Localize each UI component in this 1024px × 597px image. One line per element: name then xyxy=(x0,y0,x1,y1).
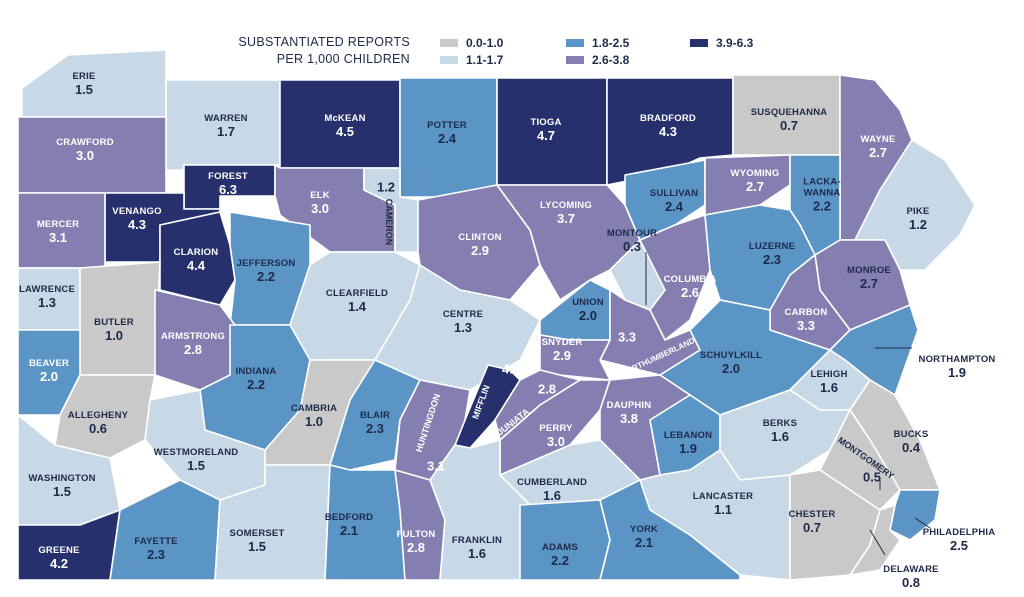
label-columbia: COLUMBIA 2.6 xyxy=(663,274,717,300)
legend-item-0: 0.0-1.0 xyxy=(440,36,503,50)
label-jefferson: JEFFERSON 2.2 xyxy=(236,258,296,284)
label-lackawanna: LACKA- WANNA 2.2 xyxy=(803,176,841,214)
label-warren: WARREN 1.7 xyxy=(204,113,248,139)
county-franklin[interactable] xyxy=(429,439,531,581)
label-lycoming: LYCOMING 3.7 xyxy=(540,200,592,226)
label-mckean: McKEAN 4.5 xyxy=(324,113,366,139)
label-dauphin: DAUPHIN 3.8 xyxy=(606,400,652,426)
legend-item-3: 2.6-3.8 xyxy=(566,53,629,67)
label-blair: BLAIR 2.3 xyxy=(359,410,391,436)
label-perry: PERRY 3.0 xyxy=(539,423,573,449)
county-lycoming[interactable] xyxy=(496,184,641,301)
label-chester: CHESTER 0.7 xyxy=(788,509,836,535)
label-somerset: SOMERSET 1.5 xyxy=(229,528,285,554)
legend-title-line1: SUBSTANTIATED REPORTS xyxy=(238,35,410,49)
label-pike: PIKE 1.2 xyxy=(906,206,930,232)
label-fayette: FAYETTE 2.3 xyxy=(134,536,178,562)
legend-title-line2: PER 1,000 CHILDREN xyxy=(276,52,410,66)
legend-swatch xyxy=(440,38,458,47)
label-juniata-value: 2.8 xyxy=(537,381,557,397)
label-venango: VENANGO 4.3 xyxy=(112,206,162,232)
label-potter: POTTER 2.4 xyxy=(427,120,467,146)
label-luzerne: LUZERNE 2.3 xyxy=(748,241,796,267)
legend-item-2: 1.8-2.5 xyxy=(566,36,629,50)
county-fayette[interactable] xyxy=(109,479,221,581)
label-mifflin-value: 4.7 xyxy=(501,361,521,377)
label-carbon: CARBON 3.3 xyxy=(784,307,828,333)
label-union: UNION 2.0 xyxy=(572,297,604,323)
label-adams: ADAMS 2.2 xyxy=(542,542,578,568)
label-beaver: BEAVER 2.0 xyxy=(28,358,70,384)
label-huntingdon-value: 3.1 xyxy=(426,458,446,474)
label-elk: ELK 3.0 xyxy=(310,190,330,216)
legend-item-4: 3.9-6.3 xyxy=(690,36,753,50)
legend-title: SUBSTANTIATED REPORTS PER 1,000 CHILDREN xyxy=(200,34,410,68)
label-lancaster: LANCASTER 1.1 xyxy=(692,491,754,517)
label-cambria: CAMBRIA 1.0 xyxy=(290,403,338,429)
county-york[interactable] xyxy=(599,479,741,581)
label-westmoreland: WESTMORELAND 1.5 xyxy=(153,447,239,473)
label-crawford: CRAWFORD 3.0 xyxy=(56,137,114,163)
label-susquehanna: SUSQUEHANNA 0.7 xyxy=(750,107,828,133)
label-allegheny: ALLEGHENY 0.6 xyxy=(67,410,129,436)
label-montour: MONTOUR 0.3 xyxy=(606,228,658,254)
label-mercer: MERCER 3.1 xyxy=(36,219,80,245)
legend-item-1: 1.1-1.7 xyxy=(440,53,503,67)
county-delaware[interactable] xyxy=(849,504,901,576)
label-forest: FOREST 6.3 xyxy=(208,171,248,197)
county-columbia[interactable] xyxy=(639,214,711,341)
label-erie: ERIE 1.5 xyxy=(72,71,96,97)
legend-swatch xyxy=(690,38,708,47)
label-northumberland-value: 3.3 xyxy=(617,329,637,345)
label-cameron-value: 1.2 xyxy=(376,179,396,195)
label-delaware: DELAWARE 0.8 xyxy=(883,564,939,590)
label-york: YORK 2.1 xyxy=(629,524,659,550)
label-snyder: SNYDER 2.9 xyxy=(541,337,583,363)
label-lehigh: LEHIGH 1.6 xyxy=(810,369,848,395)
label-monroe: MONROE 2.7 xyxy=(847,265,891,291)
label-fulton: FULTON 2.8 xyxy=(396,529,436,555)
label-philadelphia: PHILADELPHIA 2.5 xyxy=(922,527,996,553)
label-lebanon: LEBANON 1.9 xyxy=(663,430,713,456)
label-bedford: BEDFORD 2.1 xyxy=(324,512,374,538)
label-cameron-name: CAMERON xyxy=(384,198,394,246)
label-centre: CENTRE 1.3 xyxy=(442,309,484,335)
legend-swatch xyxy=(566,38,584,47)
label-clinton: CLINTON 2.9 xyxy=(458,232,502,258)
label-montgomery-value: 0.5 xyxy=(862,469,882,485)
label-clearfield: CLEARFIELD 1.4 xyxy=(325,288,389,314)
label-armstrong: ARMSTRONG 2.8 xyxy=(160,331,226,357)
label-wayne: WAYNE 2.7 xyxy=(860,134,896,160)
label-wyoming: WYOMING 2.7 xyxy=(730,168,780,194)
label-washington: WASHINGTON 1.5 xyxy=(28,473,96,499)
delaware-leader-line xyxy=(869,529,886,556)
label-lawrence: LAWRENCE 1.3 xyxy=(19,284,75,310)
philadelphia-leader-line xyxy=(914,517,931,529)
legend-swatch xyxy=(440,55,458,64)
label-franklin: FRANKLIN 1.6 xyxy=(451,535,503,561)
label-northampton: NORTHAMPTON 1.9 xyxy=(918,354,996,380)
label-tioga: TIOGA 4.7 xyxy=(530,117,562,143)
label-indiana: INDIANA 2.2 xyxy=(235,366,277,392)
label-butler: BUTLER 1.0 xyxy=(94,317,134,343)
county-wyoming[interactable] xyxy=(704,154,791,216)
label-bucks: BUCKS 0.4 xyxy=(893,429,929,455)
label-greene: GREENE 4.2 xyxy=(38,545,80,571)
label-cumberland: CUMBERLAND 1.6 xyxy=(516,477,588,503)
label-schuylkill: SCHUYLKILL 2.0 xyxy=(699,350,763,376)
label-sullivan: SULLIVAN 2.4 xyxy=(649,188,699,214)
label-berks: BERKS 1.6 xyxy=(762,418,798,444)
label-bradford: BRADFORD 4.3 xyxy=(640,113,696,139)
legend-swatch xyxy=(566,55,584,64)
label-clarion: CLARION 4.4 xyxy=(173,247,219,273)
